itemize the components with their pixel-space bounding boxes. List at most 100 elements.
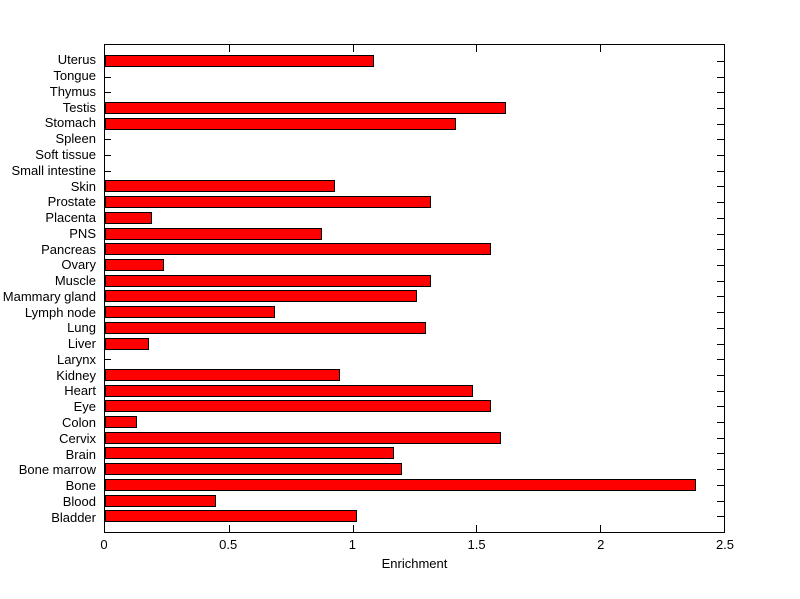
x-tick-bottom-icon [228,525,230,532]
bar-row-lymph-node [105,304,724,320]
bar-cervix [105,431,501,444]
bar-pns [105,227,323,240]
category-label-spleen: Spleen [55,131,96,147]
y-tick-right-icon [717,76,724,78]
y-tick-right-icon [717,374,724,376]
y-tick-right-icon [717,516,724,518]
bar-row-blood [105,493,724,509]
y-tick-right-icon [717,264,724,266]
category-label-mammary-gland: Mammary gland [2,288,96,304]
y-tick-right-icon [717,437,724,439]
bar-row-heart [105,383,724,399]
x-tick-label-2-5: 2.5 [715,537,735,552]
x-tick-top-icon [352,45,354,52]
x-tick-label-0: 0 [100,537,108,552]
x-tick-label-2: 2 [597,537,605,552]
bar-bone-marrow [105,463,402,476]
y-tick-right-icon [717,202,724,204]
category-label-lung: Lung [67,320,96,336]
bar-row-bone [105,477,724,493]
bar-mammary-gland [105,290,417,303]
bar-pancreas [105,243,491,256]
bar-bladder [105,510,358,523]
category-label-placenta: Placenta [45,210,96,226]
x-axis-label: Enrichment [381,556,448,571]
y-tick-right-icon [717,233,724,235]
category-label-eye: Eye [73,399,96,415]
bar-row-thymus [105,84,724,100]
bar-row-spleen [105,132,724,148]
category-label-larynx: Larynx [56,351,96,367]
bar-row-muscle [105,273,724,289]
y-tick-right-icon [717,249,724,251]
bar-row-colon [105,414,724,430]
bar-row-bone-marrow [105,461,724,477]
x-tick-bottom-icon [600,525,602,532]
y-tick-right-icon [717,60,724,62]
y-tick-right-icon [717,453,724,455]
y-tick-left-icon [105,359,111,361]
bar-blood [105,494,216,507]
category-label-heart: Heart [64,383,96,399]
y-tick-right-icon [717,422,724,424]
y-tick-right-icon [717,484,724,486]
category-label-uterus: Uterus [57,52,96,68]
category-label-skin: Skin [70,178,96,194]
bar-row-small-intestine [105,163,724,179]
category-label-kidney: Kidney [56,367,96,383]
bar-row-ovary [105,257,724,273]
bar-row-larynx [105,351,724,367]
y-tick-right-icon [717,155,724,157]
y-tick-left-icon [105,92,111,94]
bar-row-uterus [105,53,724,69]
bar-row-bladder [105,508,724,524]
bar-row-prostate [105,194,724,210]
y-tick-left-icon [105,155,111,157]
bar-row-liver [105,336,724,352]
x-tick-label-1: 1 [348,537,356,552]
bar-row-pancreas [105,241,724,257]
x-tick-bottom-icon [476,525,478,532]
bar-muscle [105,274,432,287]
category-label-liver: Liver [67,336,96,352]
bar-row-stomach [105,116,724,132]
y-tick-right-icon [717,469,724,471]
bar-stomach [105,117,457,130]
y-tick-right-icon [717,406,724,408]
y-tick-right-icon [717,312,724,314]
bar-colon [105,416,137,429]
category-label-brain: Brain [65,446,96,462]
y-axis-labels: Uterus Tongue Thymus Testis Stomach Spleen Sof… [0,52,100,525]
y-tick-right-icon [717,280,724,282]
y-tick-right-icon [717,139,724,141]
bar-row-testis [105,100,724,116]
y-tick-right-icon [717,343,724,345]
y-tick-left-icon [105,76,111,78]
bar-row-soft-tissue [105,147,724,163]
category-label-testis: Testis [62,99,96,115]
x-tick-top-icon [476,45,478,52]
bar-heart [105,384,474,397]
bar-uterus [105,54,375,67]
x-tick-bottom-icon [352,525,354,532]
bar-kidney [105,368,340,381]
y-tick-right-icon [717,327,724,329]
y-tick-right-icon [717,500,724,502]
category-label-bone: Bone [65,478,96,494]
bar-ovary [105,258,164,271]
category-label-small-intestine: Small intestine [11,162,96,178]
category-label-ovary: Ovary [61,257,96,273]
y-tick-left-icon [105,139,111,141]
bars-container [105,53,724,524]
bar-row-tongue [105,69,724,85]
category-label-pancreas: Pancreas [41,241,96,257]
category-label-bladder: Bladder [51,509,96,525]
bar-row-pns [105,226,724,242]
category-label-colon: Colon [62,414,96,430]
x-tick-top-icon [228,45,230,52]
bar-row-cervix [105,430,724,446]
y-tick-right-icon [717,107,724,109]
bar-row-lung [105,320,724,336]
category-label-lymph-node: Lymph node [24,304,96,320]
